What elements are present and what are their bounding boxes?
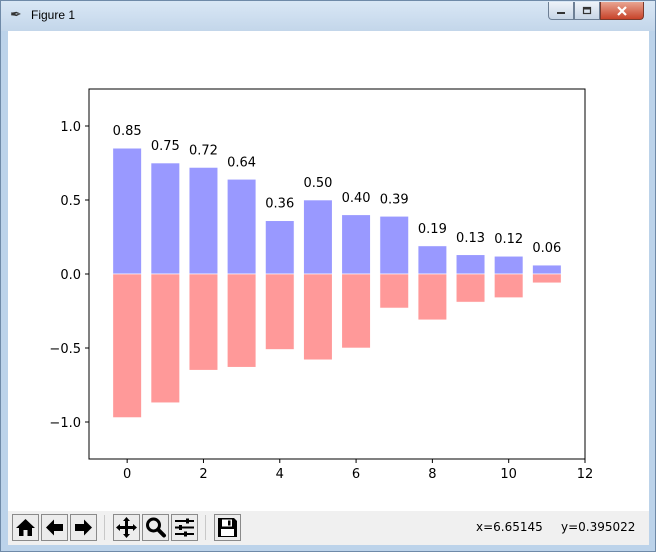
- bars-group: [112, 147, 562, 418]
- positive-bar: [303, 199, 333, 275]
- axes-frame: [88, 88, 586, 460]
- back-button[interactable]: [41, 514, 68, 541]
- window-title: Figure 1: [31, 8, 76, 22]
- bar-value-label: 0.50: [303, 176, 332, 191]
- zoom-icon: [146, 517, 166, 538]
- save-icon: [218, 518, 237, 537]
- zoom-button[interactable]: [142, 514, 169, 541]
- positive-bar: [188, 167, 219, 275]
- y-tick-label: −1.0: [49, 416, 81, 431]
- bar-value-label: 0.40: [342, 191, 371, 206]
- toolbar-separator: [205, 515, 206, 540]
- positive-bar: [227, 178, 257, 275]
- positive-bar: [379, 215, 409, 275]
- negative-bar: [494, 273, 524, 298]
- x-tick-label: 10: [500, 467, 517, 482]
- positive-bar: [341, 214, 371, 275]
- minimize-icon: [557, 11, 565, 14]
- bar-value-label: 0.39: [380, 192, 409, 207]
- positive-bar: [265, 220, 295, 275]
- positive-bar: [494, 255, 524, 275]
- bar-value-label: 0.06: [532, 241, 561, 256]
- bar-value-label: 0.85: [113, 124, 142, 139]
- negative-bar: [188, 273, 219, 371]
- positive-bar: [150, 162, 180, 275]
- figure-canvas: 0.85 0.75 0.72 0.64 0.36 0.50 0.40 0.39 0.19 0.13…: [8, 31, 649, 545]
- back-icon: [46, 519, 63, 536]
- bar-value-label: 0.64: [227, 155, 256, 170]
- y-coordinate-readout: y=0.395022: [561, 520, 636, 534]
- x-tick-label: 6: [352, 467, 360, 482]
- negative-bar: [341, 273, 371, 349]
- bar-value-label: 0.36: [265, 197, 294, 212]
- close-button[interactable]: [600, 2, 644, 20]
- forward-icon: [75, 519, 92, 536]
- x-axis: 0 2 4 6 8 10 12: [123, 459, 593, 482]
- configure-subplots-button[interactable]: [171, 514, 198, 541]
- positive-bar: [455, 254, 486, 275]
- navigation-toolbar: x=6.65145 y=0.395022: [8, 511, 649, 545]
- negative-bar: [455, 273, 486, 303]
- negative-bar: [532, 273, 562, 284]
- y-tick-label: −0.5: [49, 342, 81, 357]
- negative-bar: [112, 273, 142, 418]
- y-axis: −1.0 −0.5 0.0 0.5 1.0: [49, 120, 89, 431]
- negative-bar: [227, 273, 257, 368]
- forward-button[interactable]: [70, 514, 97, 541]
- bar-value-label: 0.13: [456, 231, 485, 246]
- negative-bar: [150, 273, 180, 404]
- maximize-button[interactable]: [574, 2, 600, 20]
- positive-bar: [417, 245, 447, 275]
- y-tick-label: 0.0: [60, 268, 81, 283]
- home-button[interactable]: [12, 514, 39, 541]
- x-coordinate-readout: x=6.65145: [476, 520, 543, 534]
- x-tick-label: 2: [199, 467, 207, 482]
- negative-bar: [265, 273, 295, 350]
- pan-icon: [116, 517, 137, 538]
- bar-value-label: 0.75: [151, 139, 180, 154]
- title-bar[interactable]: ✒ Figure 1: [1, 1, 655, 31]
- configure-subplots-icon: [175, 518, 194, 537]
- toolbar-separator: [104, 515, 105, 540]
- feather-icon: ✒: [10, 7, 22, 23]
- save-button[interactable]: [214, 514, 241, 541]
- x-tick-label: 4: [276, 467, 284, 482]
- close-icon: [617, 5, 627, 16]
- bar-value-label: 0.12: [494, 232, 523, 247]
- home-icon: [16, 519, 35, 536]
- bar-labels-group: 0.85 0.75 0.72 0.64 0.36 0.50 0.40 0.39 0.19 0.13…: [113, 124, 562, 256]
- negative-bar: [379, 273, 409, 309]
- x-tick-label: 8: [428, 467, 436, 482]
- x-tick-label: 0: [123, 467, 131, 482]
- pan-button[interactable]: [113, 514, 140, 541]
- maximize-icon: [582, 6, 592, 14]
- positive-bar: [532, 264, 562, 275]
- bar-value-label: 0.19: [418, 222, 447, 237]
- negative-bar: [417, 273, 447, 321]
- x-tick-label: 12: [577, 467, 594, 482]
- bar-value-label: 0.72: [189, 143, 218, 158]
- positive-bar: [112, 147, 142, 275]
- y-tick-label: 0.5: [60, 194, 81, 209]
- negative-bar: [303, 273, 333, 361]
- bar-chart[interactable]: 0.850.75 0.720.640.360.500.40 0.390.190.13…: [8, 31, 649, 511]
- minimize-button[interactable]: [548, 2, 574, 20]
- y-tick-label: 1.0: [60, 120, 81, 135]
